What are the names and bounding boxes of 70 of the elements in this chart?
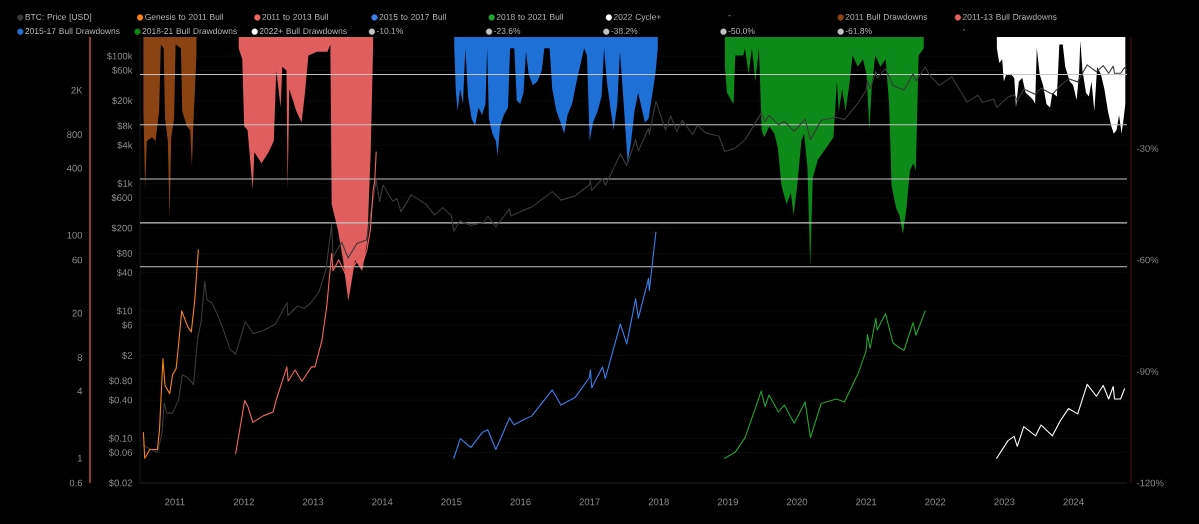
y2-tick-label: -30% — [1136, 145, 1159, 152]
text: - — [728, 15, 731, 17]
x-tick-label: 2014 — [372, 498, 393, 506]
x-tick-label: 2016 — [510, 498, 531, 506]
legend-label: Genesis to 2011 Bull — [145, 13, 224, 20]
line-series — [453, 231, 657, 459]
legend-label: -50.0% — [728, 27, 755, 34]
y-tick-label: $0.80 — [108, 377, 133, 385]
y-tick-label: $1k — [117, 179, 133, 188]
y-tick-label: $0.02 — [108, 479, 133, 487]
y-tick-label: $60k — [112, 66, 133, 75]
y-tick-label: 0.6 — [69, 479, 83, 487]
y-tick-label: $40 — [116, 268, 133, 277]
y-tick-label: $100k — [106, 52, 133, 61]
y-tick-label: $80 — [116, 249, 133, 258]
y-tick-label: 1 — [77, 455, 83, 462]
legend-label: BTC: Price [USD] — [25, 13, 92, 22]
y-tick-label: 20 — [72, 309, 83, 317]
x-tick-label: 2018 — [648, 498, 669, 506]
x-tick-label: 2011 — [165, 498, 185, 506]
x-tick-label: 2022 — [925, 498, 946, 506]
legend-label: 2011-13 Bull Drawdowns — [962, 13, 1057, 20]
line-series — [996, 383, 1126, 459]
line-series — [142, 64, 1128, 454]
y-tick-label: $6 — [122, 321, 133, 329]
y-tick-label: $20k — [112, 96, 133, 105]
legend-label: 2022 Cycle+ — [613, 13, 661, 22]
y2-tick-label: -90% — [1136, 368, 1159, 375]
y-tick-label: 8 — [77, 354, 83, 361]
y2-tick-label: -120% — [1136, 479, 1164, 487]
y-tick-label: $10 — [116, 307, 133, 315]
legend-label: 2015-17 Bull Drawdowns — [25, 27, 120, 35]
legend-label: 2011 Bull Drawdowns — [845, 13, 928, 20]
y-tick-label: 800 — [67, 131, 83, 138]
legend-label: -61.8% — [845, 27, 872, 34]
legend-label: 2018 to 2021 Bull — [496, 13, 564, 20]
y-tick-label: 60 — [72, 256, 83, 264]
y-tick-label: $0.40 — [108, 396, 133, 404]
y-tick-label: $4k — [117, 141, 133, 150]
y-tick-label: 2K — [71, 86, 83, 94]
x-tick-label: 2012 — [233, 498, 255, 506]
legend-label: 2022+ Bull Drawdowns — [259, 27, 347, 35]
legend-label: 2018-21 Bull Drawdowns — [142, 27, 237, 35]
legend-label: 2015 to 2017 Bull — [379, 13, 446, 20]
x-tick-label: 2015 — [441, 498, 462, 506]
y-tick-label: 100 — [67, 231, 83, 239]
y-tick-label: $8k — [117, 122, 133, 130]
line-series — [235, 151, 377, 455]
x-tick-label: 2020 — [786, 498, 808, 506]
line-series — [142, 249, 199, 459]
x-tick-label: 2013 — [303, 498, 324, 506]
y-tick-label: $0.10 — [108, 434, 133, 443]
y-tick-label: $600 — [111, 193, 133, 202]
line-series — [724, 310, 926, 459]
text: - — [962, 29, 965, 31]
x-tick-label: 2021 — [856, 498, 877, 506]
x-tick-label: 2024 — [1063, 498, 1084, 506]
legend-label: 2011 to 2013 Bull — [262, 13, 329, 20]
x-tick-label: 2017 — [579, 498, 600, 506]
y-tick-label: 400 — [66, 164, 83, 172]
x-tick-label: 2019 — [717, 498, 738, 506]
y2-tick-label: -60% — [1136, 256, 1159, 264]
y-tick-label: $200 — [111, 224, 133, 232]
y-tick-label: 4 — [77, 387, 83, 395]
y-tick-label: $0.06 — [108, 448, 133, 457]
x-tick-label: 2023 — [994, 498, 1015, 506]
legend-label: -38.2% — [611, 27, 638, 34]
y-tick-label: $2 — [122, 351, 133, 360]
legend-label: -23.6% — [494, 27, 521, 34]
legend-label: -10.1% — [376, 27, 404, 34]
